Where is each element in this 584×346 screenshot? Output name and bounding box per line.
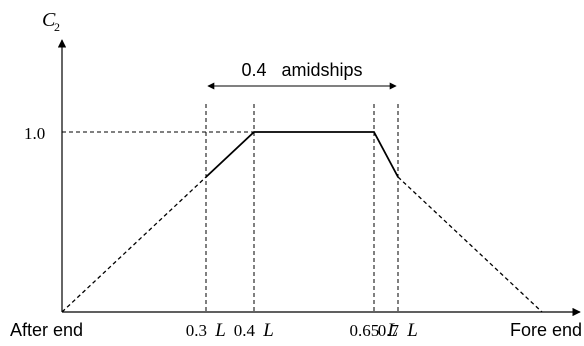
svg-text:L: L [214,320,226,341]
x-tick-label-0.7L: 0.7 L [378,320,418,341]
curve-dashed-fore [397,176,543,313]
fore-end-label: Fore end [510,320,582,340]
svg-text:0.7: 0.7 [378,321,400,340]
svg-text:L: L [406,320,418,341]
y-tick-label-1: 1.0 [24,124,45,143]
curve-solid-midsection [205,131,399,178]
x-tick-label-0.3L: 0.3 L [186,320,226,341]
svg-text:L: L [387,320,399,341]
y-axis-label: C [42,9,56,31]
svg-text:0.3: 0.3 [186,321,207,340]
svg-text:L: L [262,320,274,341]
svg-text:0.65: 0.65 [350,321,380,340]
curve-dashed-after [61,176,207,313]
amidships-span-label: 0.4 amidships [241,60,362,80]
y-axis-label-subscript: 2 [54,20,60,34]
x-tick-label-0.65L: 0.65 L [350,320,399,341]
svg-text:0.4: 0.4 [234,321,256,340]
after-end-label: After end [10,320,83,340]
x-tick-label-0.4L: 0.4 L [234,320,274,341]
